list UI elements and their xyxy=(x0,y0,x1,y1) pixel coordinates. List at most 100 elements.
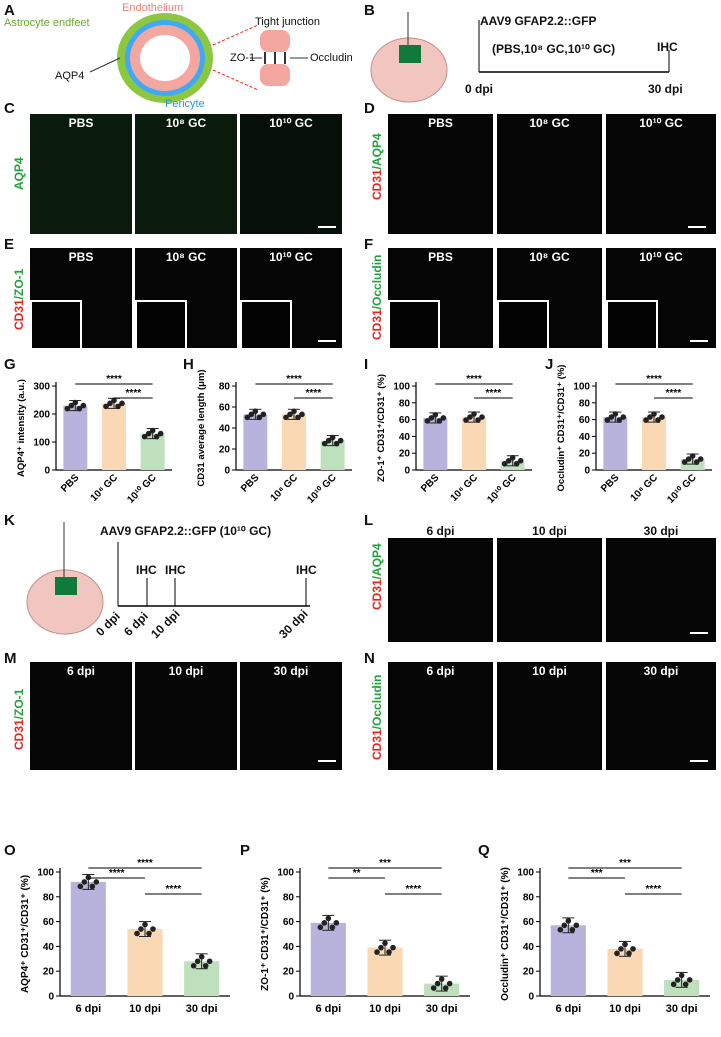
n-scale-bar xyxy=(690,760,708,762)
vessel-lumen xyxy=(140,35,190,81)
y-tick-label: 60 xyxy=(399,415,411,426)
data-point xyxy=(565,918,572,924)
c-col-3: 10¹⁰ GC xyxy=(269,116,313,130)
data-point xyxy=(68,402,75,409)
y-axis-label: AQP4⁺ CD31⁺/CD31⁺ (%) xyxy=(20,875,31,993)
panel-letter-n: N xyxy=(364,650,375,667)
data-point xyxy=(509,454,516,461)
sig-label: *** xyxy=(619,858,631,869)
data-point xyxy=(626,950,632,957)
data-point xyxy=(93,879,100,885)
vessel-schematic xyxy=(89,13,308,103)
tight-junction-bottom-cell xyxy=(260,64,290,86)
y-tick-label: 20 xyxy=(219,445,231,456)
sig-label: *** xyxy=(379,858,391,869)
panel-letter-c: C xyxy=(4,100,15,117)
f-stain: CD31/Occludin xyxy=(370,254,384,340)
data-point xyxy=(321,920,328,926)
c-stain: AQP4 xyxy=(12,157,26,190)
x-tick-label: 10 dpi xyxy=(609,1003,641,1015)
d-stain: CD31/AQP4 xyxy=(370,133,384,200)
aqp4-label: AQP4 xyxy=(55,70,85,82)
data-point xyxy=(333,920,340,926)
sig-label: **** xyxy=(666,388,682,399)
data-point xyxy=(424,418,431,424)
data-point xyxy=(436,418,443,424)
data-point xyxy=(471,411,477,417)
x-tick-label: 30 dpi xyxy=(666,1003,698,1015)
n-col-2: 10 dpi xyxy=(532,664,567,678)
c-col-2: 10⁸ GC xyxy=(165,116,207,130)
x-tick-label: 10 dpi xyxy=(369,1003,401,1015)
x-tick-label: PBS xyxy=(419,472,442,495)
data-point xyxy=(693,459,700,465)
f-inset-2 xyxy=(497,300,549,350)
data-point xyxy=(138,926,144,932)
injection-site xyxy=(399,45,421,63)
data-point xyxy=(643,417,649,423)
chart-q: 0 20 40 60 80 100 Occludin⁺ CD31⁺/CD31⁺ (%) 6 d… xyxy=(500,858,710,1015)
data-point xyxy=(107,400,113,407)
tight-junction-top-cell xyxy=(260,30,290,52)
bar xyxy=(320,440,345,470)
data-point xyxy=(76,405,83,412)
x-tick-label: 10¹⁰ GC xyxy=(305,472,338,505)
k-ihc-1: IHC xyxy=(136,563,157,577)
data-point xyxy=(150,926,156,932)
m-scale-bar xyxy=(318,760,336,762)
data-point xyxy=(440,415,447,421)
endfeet-label: Astrocyte endfeet xyxy=(4,17,90,29)
chart-j: 0 20 40 60 80 100 Occludin⁺ CD31⁺/CD31⁺ (%) PBS… xyxy=(556,365,712,506)
e-inset-3 xyxy=(240,300,292,350)
bar xyxy=(63,405,88,470)
y-axis-label: AQP4⁺ intensity (a.u.) xyxy=(16,379,27,477)
sig-label: **** xyxy=(286,374,302,385)
y-tick-label: 100 xyxy=(573,382,590,393)
f-col-3: 10¹⁰ GC xyxy=(639,250,683,264)
y-tick-label: 20 xyxy=(43,967,55,978)
zo1-label: ZO-1 xyxy=(230,52,256,64)
panel-letter-d: D xyxy=(364,100,375,117)
x-tick-label: 10¹⁰ GC xyxy=(125,472,158,505)
data-point xyxy=(142,921,148,928)
data-point xyxy=(260,411,267,418)
y-tick-label: 20 xyxy=(523,967,535,978)
occludin-label: Occludin xyxy=(310,52,353,64)
y-tick-label: 60 xyxy=(523,917,535,928)
timeline-k xyxy=(26,522,310,635)
data-point xyxy=(153,433,160,440)
y-tick-label: 100 xyxy=(33,438,50,449)
data-point xyxy=(378,944,384,951)
sig-label: **** xyxy=(306,388,322,399)
panel-letter-f: F xyxy=(364,236,374,253)
m-col-3: 30 dpi xyxy=(273,664,309,678)
k-vector: AAV9 GFAP2.2::GFP (10¹⁰ GC) xyxy=(100,524,272,538)
y-axis-label: Occludin⁺ CD31⁺/CD31⁺ (%) xyxy=(556,365,567,492)
data-point xyxy=(689,453,696,459)
x-tick-label: 10⁸ GC xyxy=(629,472,661,504)
chart-p: 0 20 40 60 80 100 ZO-1⁺ CD31⁺/CD31⁺ (%) 6 dpi 10… xyxy=(260,858,470,1015)
data-point xyxy=(678,972,685,979)
data-point xyxy=(190,962,197,969)
m-image-1 xyxy=(30,662,132,770)
f-col-2: 10⁸ GC xyxy=(529,250,570,264)
y-axis-label: CD31 average length (μm) xyxy=(196,369,207,486)
y-tick-label: 40 xyxy=(283,942,295,953)
sig-label: **** xyxy=(126,388,142,399)
data-point xyxy=(655,417,661,423)
sig-label: **** xyxy=(109,868,125,879)
y-tick-label: 20 xyxy=(399,449,411,460)
y-tick-label: 100 xyxy=(517,868,534,879)
data-point xyxy=(682,981,689,988)
data-point xyxy=(430,985,437,991)
data-point xyxy=(630,946,636,952)
bar xyxy=(603,417,628,470)
y-tick-label: 0 xyxy=(288,992,294,1003)
b-t1: 30 dpi xyxy=(648,82,683,96)
d-col-1: PBS xyxy=(428,116,453,130)
b-vector: AAV9 GFAP2.2::GFP xyxy=(480,14,597,28)
n-col-1: 6 dpi xyxy=(426,664,455,678)
data-point xyxy=(64,405,71,412)
d-image-1 xyxy=(388,114,493,234)
sig-label: **** xyxy=(137,858,153,869)
